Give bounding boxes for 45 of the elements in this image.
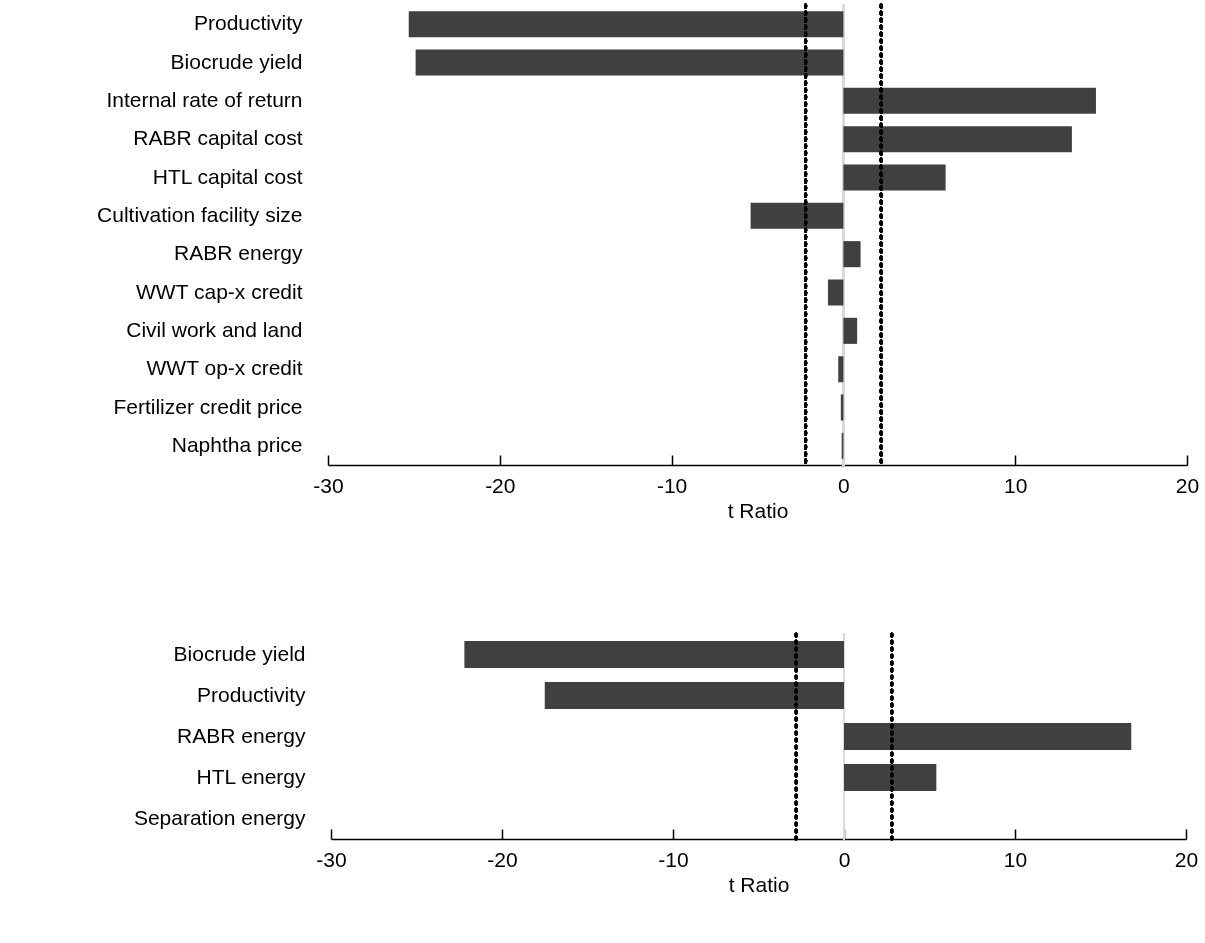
y-tick-label: Naphtha price <box>171 432 303 456</box>
y-tick-label: WWT op-x credit <box>146 356 303 380</box>
bar <box>408 11 844 38</box>
bar <box>464 640 844 669</box>
bar <box>844 763 937 792</box>
x-axis-title: t Ratio <box>727 498 789 522</box>
x-tick-label: 0 <box>838 847 851 871</box>
y-tick-label: Internal rate of return <box>106 87 303 111</box>
x-tick-label: 10 <box>1003 847 1028 871</box>
bar <box>843 164 946 191</box>
x-tick-label: 0 <box>838 473 850 497</box>
bar <box>838 356 844 383</box>
x-tick-label: 20 <box>1175 473 1200 497</box>
y-tick-label: Productivity <box>196 682 306 706</box>
y-tick-label: RABR energy <box>177 723 306 747</box>
x-tick-label: -10 <box>658 847 689 871</box>
y-tick-label: Separation energy <box>133 805 306 829</box>
x-tick-label: 10 <box>1004 473 1028 497</box>
x-axis-title: t Ratio <box>728 872 790 896</box>
y-tick-label: Fertilizer credit price <box>113 394 303 418</box>
bar <box>843 317 858 344</box>
bar <box>844 722 1132 751</box>
bar <box>827 279 844 306</box>
y-tick-label: HTL energy <box>196 764 306 788</box>
x-tick-label: -20 <box>487 847 518 871</box>
x-tick-label: -30 <box>313 473 344 497</box>
y-tick-label: RABR capital cost <box>133 126 303 150</box>
bar <box>415 49 844 76</box>
bar <box>750 202 844 229</box>
bar <box>843 126 1072 153</box>
y-tick-label: Biocrude yield <box>173 641 306 665</box>
y-tick-label: Biocrude yield <box>170 49 303 73</box>
bar <box>544 681 844 710</box>
y-tick-label: RABR energy <box>174 241 303 265</box>
x-tick-label: -10 <box>656 473 688 497</box>
x-tick-label: -30 <box>316 847 347 871</box>
bar <box>843 87 1096 114</box>
y-tick-label: Cultivation facility size <box>97 202 303 226</box>
x-tick-label: -20 <box>485 473 516 497</box>
x-tick-label: 20 <box>1174 847 1199 871</box>
y-tick-label: HTL capital cost <box>152 164 303 188</box>
y-tick-label: WWT cap-x credit <box>136 279 303 303</box>
y-tick-label: Productivity <box>193 11 303 35</box>
bar <box>843 241 861 268</box>
y-tick-label: Civil work and land <box>126 317 303 341</box>
